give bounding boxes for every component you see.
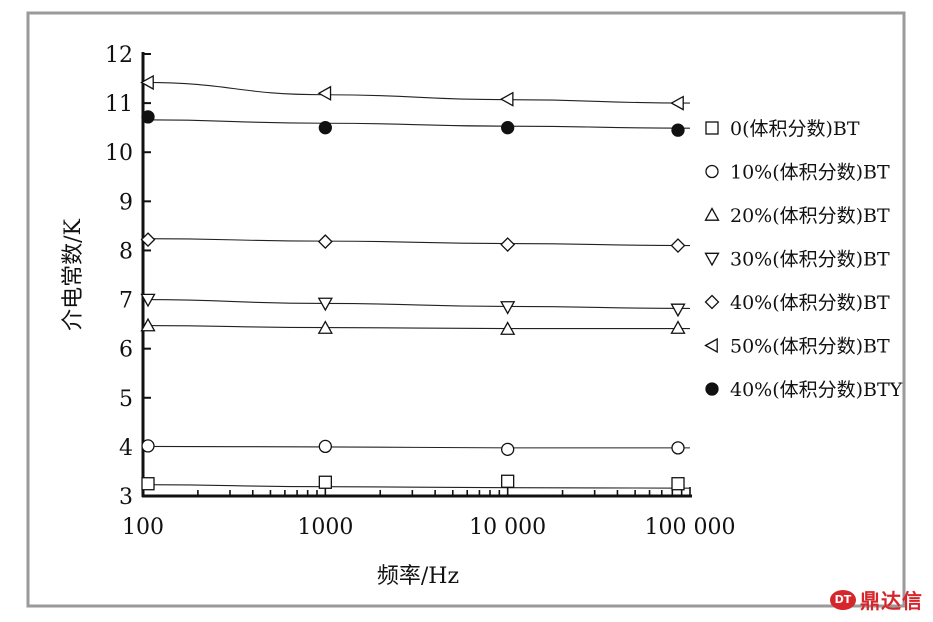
legend-label: 20%(体积分数)BT xyxy=(730,205,890,227)
series-line xyxy=(142,325,691,330)
y-tick-label: 4 xyxy=(119,436,133,461)
legend-label: 0(体积分数)BT xyxy=(730,118,860,140)
chart-legend: 0(体积分数)BT 10%(体积分数)BT 20%(体积分数)BT 30%(体积分数)… xyxy=(704,118,903,401)
series-line xyxy=(142,299,691,309)
series-line xyxy=(142,81,691,104)
x-tick-label: 100 000 xyxy=(645,515,736,540)
y-tick-label: 10 xyxy=(105,141,133,166)
data-point xyxy=(317,320,333,334)
data-point xyxy=(318,439,332,454)
legend-label: 30%(体积分数)BT xyxy=(730,249,890,271)
data-point xyxy=(317,85,332,101)
legend-marker xyxy=(704,337,718,354)
data-point xyxy=(671,441,685,455)
legend-marker xyxy=(705,382,719,396)
watermark-text: 鼎达信 xyxy=(860,589,923,613)
data-point xyxy=(140,293,156,308)
data-point xyxy=(501,121,515,135)
x-tick-label: 10 000 xyxy=(469,515,546,540)
legend-marker xyxy=(704,207,720,221)
series-line xyxy=(142,484,691,489)
data-point xyxy=(670,303,686,318)
figure-border xyxy=(26,11,906,608)
series-line xyxy=(142,119,691,129)
data-point xyxy=(671,477,685,491)
legend-label: 50%(体积分数)BT xyxy=(730,336,890,358)
y-tick-label: 12 xyxy=(105,43,133,68)
chart-ticks: 3 4 5 6 7 8 9 10 11 12 100 1000 10 000 100 000 xyxy=(105,43,735,540)
data-point xyxy=(140,74,154,91)
y-tick-label: 9 xyxy=(119,190,133,215)
legend-marker xyxy=(704,252,720,267)
y-tick-label: 8 xyxy=(119,239,133,264)
series-line xyxy=(142,445,690,449)
data-point xyxy=(670,238,686,253)
y-tick-label: 11 xyxy=(105,92,133,117)
data-point xyxy=(500,301,516,315)
legend-label: 40%(体积分数)BTY xyxy=(730,379,903,401)
legend-label: 40%(体积分数)BT xyxy=(730,292,890,314)
watermark: DT 鼎达信 xyxy=(830,585,923,614)
data-point xyxy=(670,95,684,111)
data-point xyxy=(140,317,156,332)
data-point xyxy=(499,91,514,107)
legend-marker xyxy=(705,164,719,179)
x-tick-label: 100 xyxy=(122,515,164,540)
legend-marker xyxy=(704,294,720,310)
data-point xyxy=(671,123,685,137)
watermark-logo-icon: DT xyxy=(830,589,856,610)
chart-lines xyxy=(142,81,691,489)
series-line xyxy=(142,238,691,247)
data-point xyxy=(500,237,516,252)
chart-markers xyxy=(140,74,686,491)
data-point xyxy=(501,442,515,456)
data-point xyxy=(141,477,155,491)
y-axis-label: 介电常数/K xyxy=(61,219,86,331)
data-point xyxy=(500,321,516,335)
data-point xyxy=(141,439,155,453)
data-point xyxy=(318,475,332,489)
data-point xyxy=(670,320,686,334)
y-tick-label: 5 xyxy=(119,387,133,412)
x-axis-label: 频率/Hz xyxy=(377,564,459,589)
legend-label: 10%(体积分数)BT xyxy=(730,162,890,184)
chart-axes xyxy=(141,52,692,498)
data-point xyxy=(317,297,333,312)
data-point xyxy=(318,121,332,135)
y-tick-label: 6 xyxy=(119,338,133,363)
data-point xyxy=(141,110,155,124)
y-tick-label: 7 xyxy=(119,289,133,314)
data-point xyxy=(140,232,156,248)
data-point xyxy=(317,234,333,250)
y-tick-label: 3 xyxy=(119,485,133,510)
x-tick-label: 1000 xyxy=(297,515,353,540)
legend-marker xyxy=(705,121,719,135)
data-point xyxy=(501,474,515,488)
